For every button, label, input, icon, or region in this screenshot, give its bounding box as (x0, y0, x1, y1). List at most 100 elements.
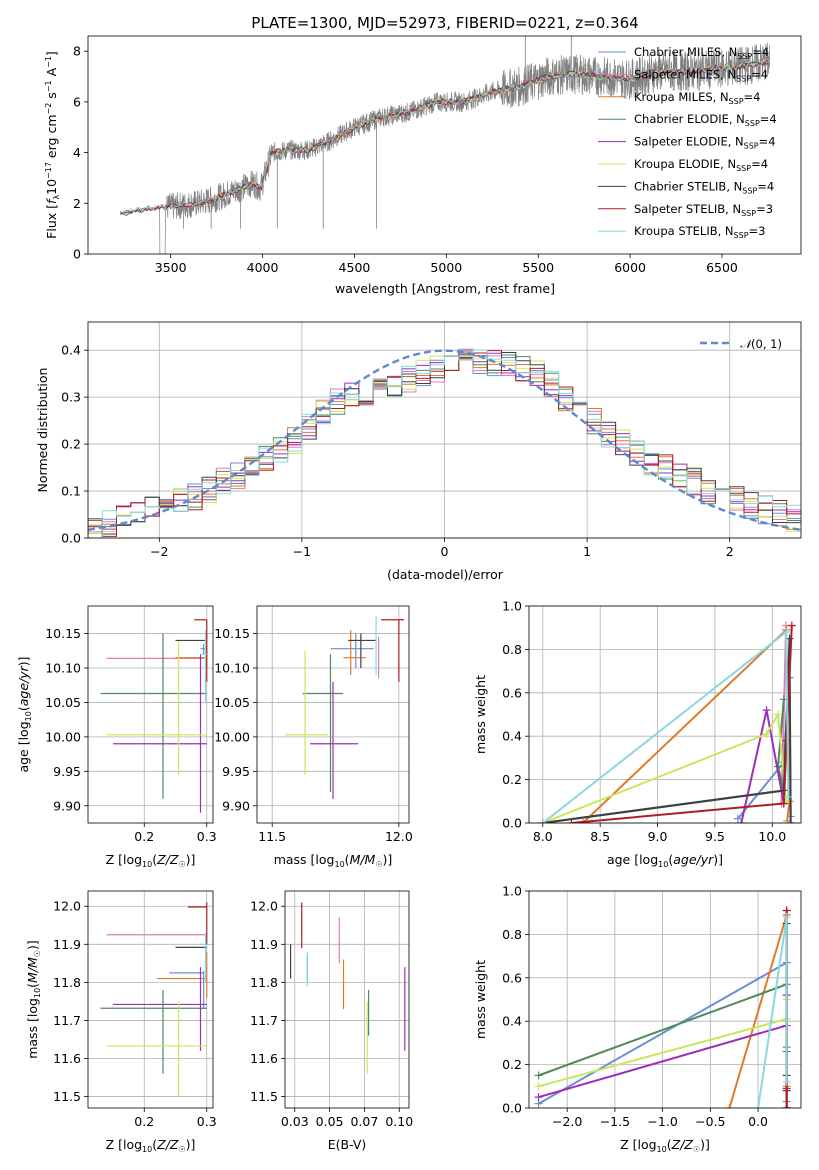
mass-weight-marker (782, 913, 791, 922)
massweight_vs_Z-plot-area (534, 906, 791, 1108)
mass-weight-marker (779, 799, 788, 808)
y-tick-label: 0.4 (61, 343, 81, 358)
y-tick-label: 10.10 (214, 661, 250, 676)
mass-weight-line (542, 699, 786, 823)
age_vs_Z-plot-area (100, 619, 208, 813)
x-tick-label: 4000 (247, 260, 279, 275)
mass-weight-line (757, 916, 788, 1108)
legend-entry: Chabrier STELIB, NSSP=4 (634, 179, 774, 195)
x-tick-label: 4500 (339, 260, 371, 275)
y-tick-label: 10.15 (214, 626, 250, 641)
mass-weight-marker (784, 792, 793, 801)
mass_vs_ebv-plot-area (289, 902, 406, 1074)
y-tick-label: 1.0 (502, 884, 522, 899)
y-tick-label: 8 (73, 44, 81, 59)
x-tick-label: 2 (726, 544, 734, 559)
x-tick-label: 9.0 (648, 829, 668, 844)
y-tick-label: 0.0 (502, 816, 522, 831)
mass-weight-marker (782, 628, 791, 637)
mass-weight-marker (567, 819, 576, 823)
massweight_vs_age-x-label: age [log10(age/yr)] (607, 852, 723, 869)
massweight_vs_age-frame (528, 605, 802, 824)
age_vs_Z-axes: 0.2 0.3 9.90 9.95 10.00 10.05 10.10 10.15 (45, 606, 217, 844)
mass_vs_Z-axes: 0.2 0.3 11.5 11.6 11.7 11.8 11.9 12.0 (53, 891, 217, 1129)
mass_vs_Z-frame (87, 890, 214, 1109)
y-tick-label: 0.3 (61, 390, 81, 405)
y-tick-label: 10.05 (214, 695, 250, 710)
residual-histogram-step (88, 349, 801, 538)
y-tick-label: 4 (73, 145, 81, 160)
age_vs_mass-x-label: mass [log10(M/M☉)] (274, 852, 393, 869)
massweight_vs_Z-frame (528, 890, 802, 1109)
spectrum-axes: 3500 4000 4500 5000 5500 6000 6500 0 2 4 6 8 (73, 44, 738, 275)
y-tick-label: 11.9 (250, 937, 278, 952)
spectrum-plot-area (119, 36, 771, 254)
legend-entry: Chabrier MILES, NSSP=4 (634, 45, 769, 61)
x-tick-label: 0 (441, 544, 449, 559)
y-tick-label: 0.0 (61, 531, 81, 546)
massweight_vs_age-plot-area (538, 621, 796, 823)
y-tick-label: 0.2 (502, 772, 522, 787)
legend-entry: Salpeter STELIB, NSSP=3 (634, 202, 773, 218)
x-tick-label: 9.5 (705, 829, 725, 844)
x-tick-label: −1.5 (600, 1114, 630, 1129)
x-tick-label: 0.3 (197, 829, 217, 844)
y-tick-label: 12.0 (53, 899, 81, 914)
y-tick-label: 10.00 (214, 729, 250, 744)
mass-weight-marker (782, 1086, 791, 1095)
y-tick-label: 10.00 (45, 729, 81, 744)
x-tick-label: −1.0 (647, 1114, 677, 1129)
y-tick-label: 0.1 (61, 484, 81, 499)
age_vs_mass-axes: 11.5 12.0 9.90 9.95 10.00 10.05 10.10 10.15 (214, 606, 413, 844)
mass-weight-marker (762, 706, 771, 715)
x-tick-label: 1 (583, 544, 591, 559)
y-tick-label: 9.90 (53, 798, 81, 813)
legend-entry: 𝒩(0, 1) (740, 337, 782, 351)
massweight_vs_Z-axes: −2.0 −1.5 −1.0 −0.5 0.0 0.0 0.2 0.4 0.6 0.8 1.0 (502, 884, 801, 1129)
y-tick-label: 0.6 (502, 685, 522, 700)
model-spectrum-line (119, 59, 769, 215)
legend-entry: Kroupa STELIB, NSSP=3 (634, 224, 765, 240)
mass-weight-marker (786, 819, 795, 823)
residuals-y-label: Normed distribution (35, 368, 50, 493)
x-tick-label: 12.0 (385, 829, 413, 844)
x-tick-label: 0.10 (385, 1114, 413, 1129)
x-tick-label: 0.2 (134, 1114, 154, 1129)
y-tick-label: 2 (73, 196, 81, 211)
mass-weight-line (542, 638, 792, 823)
mass_vs_Z-y-label: mass [log10(M/M☉)] (25, 940, 42, 1059)
x-tick-label: −2 (150, 544, 168, 559)
x-tick-label: 3500 (155, 260, 187, 275)
spectrum-frame (87, 35, 802, 255)
x-tick-label: 10.0 (758, 829, 786, 844)
residuals-axes: −2 −1 0 1 2 0.0 0.1 0.2 0.3 0.4 (61, 322, 801, 559)
x-tick-label: 0.03 (281, 1114, 309, 1129)
mass-weight-marker (787, 621, 796, 630)
y-tick-label: 6 (73, 94, 81, 109)
mass-weight-line (780, 625, 788, 804)
y-tick-label: 11.7 (53, 1013, 81, 1028)
spectrum-y-label: Flux [fλ10−17 erg cm−2 s−1 A−1] (44, 51, 61, 239)
y-tick-label: 10.05 (45, 695, 81, 710)
massweight_vs_age-y-label: mass weight (473, 675, 488, 754)
massweight_vs_age-axes: 8.0 8.5 9.0 9.5 10.0 0.0 0.2 0.4 0.6 0.8 1.0 (502, 599, 801, 844)
y-tick-label: 12.0 (250, 899, 278, 914)
x-tick-label: −1 (293, 544, 311, 559)
mass-weight-marker (737, 819, 746, 823)
y-tick-label: 11.6 (250, 1051, 278, 1066)
normal-distribution-curve (88, 349, 801, 531)
x-tick-label: 11.5 (258, 829, 286, 844)
y-tick-label: 11.9 (53, 937, 81, 952)
x-tick-label: 5500 (522, 260, 554, 275)
age_vs_Z-y-label: age [log10(age/yr)] (16, 656, 33, 772)
age_vs_mass-plot-area (284, 616, 404, 799)
y-tick-label: 11.5 (53, 1089, 81, 1104)
x-tick-label: 8.0 (533, 829, 553, 844)
y-tick-label: 0.2 (61, 437, 81, 452)
model-spectrum-line (120, 59, 769, 216)
y-tick-label: 11.5 (250, 1089, 278, 1104)
x-tick-label: 0.2 (134, 829, 154, 844)
mass-weight-marker (578, 819, 587, 823)
legend-entry: Kroupa MILES, NSSP=4 (634, 90, 760, 106)
legend-entry: Chabrier ELODIE, NSSP=4 (634, 112, 777, 128)
